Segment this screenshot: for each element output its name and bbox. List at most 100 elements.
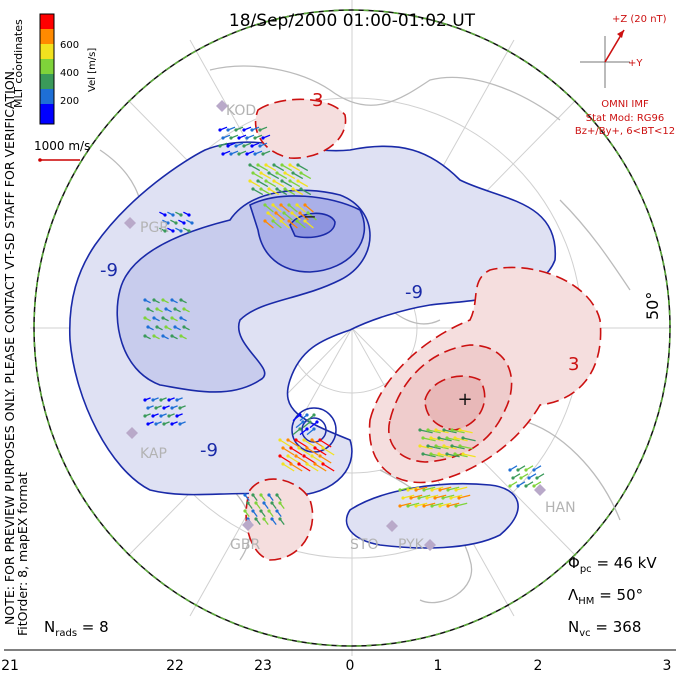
velocity-vector-origin — [450, 444, 454, 448]
velocity-vector-origin — [286, 454, 290, 458]
velocity-vector-origin — [318, 454, 322, 458]
velocity-vector — [304, 204, 314, 213]
velocity-vector-origin — [234, 128, 238, 132]
velocity-vector — [297, 164, 309, 172]
velocity-vector-origin — [299, 171, 303, 175]
velocity-vector — [427, 429, 441, 434]
velocity-vector — [319, 455, 332, 464]
velocity-vector-origin — [267, 509, 271, 513]
svg-text:Nrads = 8: Nrads = 8 — [44, 618, 109, 639]
velocity-vector-origin — [445, 436, 449, 440]
velocity-vector-origin — [289, 446, 293, 450]
velocity-vector-origin — [143, 398, 147, 402]
negative-lobe-south — [345, 482, 519, 549]
map-title: 18/Sep/2000 01:00-01:02 UT — [229, 11, 476, 31]
velocity-vector-origin — [171, 229, 175, 233]
velocity-vector-origin — [519, 476, 523, 480]
velocity-vector-origin — [295, 203, 299, 207]
svg-text:200: 200 — [60, 96, 79, 107]
velocity-vector — [249, 180, 261, 188]
velocity-vector-origin — [163, 229, 167, 233]
velocity-vector-origin — [296, 179, 300, 183]
velocity-vector-origin — [250, 144, 254, 148]
fit-order-note: FitOrder: 8, mapEX format — [15, 472, 30, 636]
velocity-vector-origin — [263, 203, 267, 207]
velocity-vector-origin — [267, 187, 271, 191]
velocity-vector-origin — [187, 229, 191, 233]
velocity-vector-origin — [164, 307, 168, 311]
coordinate-system-label: MLT coordinates — [12, 19, 25, 108]
velocity-vector-origin — [256, 179, 260, 183]
velocity-vector-origin — [454, 504, 458, 508]
velocity-vector — [249, 164, 261, 172]
velocity-vector-origin — [152, 334, 156, 338]
velocity-vector — [427, 445, 441, 450]
velocity-vector-origin — [438, 504, 442, 508]
velocity-vector — [289, 164, 301, 172]
velocity-vector — [280, 204, 290, 213]
svg-text:Φpc = 46 kV: Φpc = 46 kV — [568, 554, 657, 575]
velocity-vector-origin — [280, 179, 284, 183]
velocity-vector — [402, 494, 415, 499]
velocity-vector-origin — [298, 427, 302, 431]
radar-site-label: PYK — [398, 537, 425, 553]
velocity-vector-origin — [226, 144, 230, 148]
velocity-vector — [314, 463, 327, 472]
velocity-vector — [399, 486, 412, 491]
velocity-vector — [319, 439, 332, 448]
velocity-vector — [288, 204, 298, 213]
velocity-vector-origin — [159, 414, 163, 418]
velocity-vector-origin — [434, 428, 438, 432]
velocity-vector-origin — [305, 427, 309, 431]
velocity-vector-origin — [274, 211, 278, 215]
velocity-vector-origin — [287, 203, 291, 207]
mlt-tick-21: 21 — [1, 658, 19, 674]
velocity-vector — [438, 437, 452, 442]
velocity-vector-origin — [281, 446, 285, 450]
radar-site-label: PGR — [140, 220, 169, 236]
velocity-vector-origin — [234, 144, 238, 148]
velocity-vector-origin — [318, 438, 322, 442]
velocity-vector-origin — [229, 136, 233, 140]
velocity-vector-origin — [278, 501, 282, 505]
velocity-vector — [423, 486, 436, 491]
velocity-vector — [296, 204, 306, 213]
velocity-vector-origin — [291, 187, 295, 191]
velocity-vector-origin — [152, 298, 156, 302]
stats-nvc: Nvc = 368 — [568, 618, 641, 639]
velocity-vector-origin — [272, 179, 276, 183]
velocity-vector-origin — [174, 221, 178, 225]
velocity-vector-origin — [251, 509, 255, 513]
velocity-vector-origin — [417, 496, 421, 500]
velocity-vector — [311, 439, 324, 448]
velocity-vector-origin — [250, 128, 254, 132]
velocity-vector-origin — [229, 152, 233, 156]
velocity-vector-origin — [164, 325, 168, 329]
velocity-vector — [279, 439, 292, 448]
velocity-vector — [272, 220, 282, 229]
radar-site-label: KOD — [226, 103, 256, 119]
velocity-vector — [257, 180, 269, 188]
velocity-vector-origin — [418, 444, 422, 448]
velocity-vector-origin — [161, 316, 165, 320]
velocity-vector — [423, 502, 436, 507]
velocity-vector-origin — [414, 488, 418, 492]
velocity-vector-origin — [170, 334, 174, 338]
velocity-vector-origin — [461, 452, 465, 456]
velocity-vector-origin — [221, 152, 225, 156]
velocity-vector-origin — [283, 187, 287, 191]
velocity-vector-origin — [458, 428, 462, 432]
velocity-vector-origin — [251, 493, 255, 497]
velocity-vector — [306, 463, 319, 472]
velocity-vector — [455, 502, 468, 507]
velocity-vector-origin — [422, 504, 426, 508]
velocity-vector — [434, 494, 447, 499]
velocity-vector-origin — [143, 298, 147, 302]
velocity-vector — [430, 437, 444, 442]
radar-site-marker — [216, 100, 228, 112]
velocity-vector-origin — [301, 420, 305, 424]
velocity-vector-origin — [421, 452, 425, 456]
velocity-vector-origin — [283, 171, 287, 175]
velocity-vector-origin — [246, 501, 250, 505]
velocity-vector-origin — [259, 171, 263, 175]
